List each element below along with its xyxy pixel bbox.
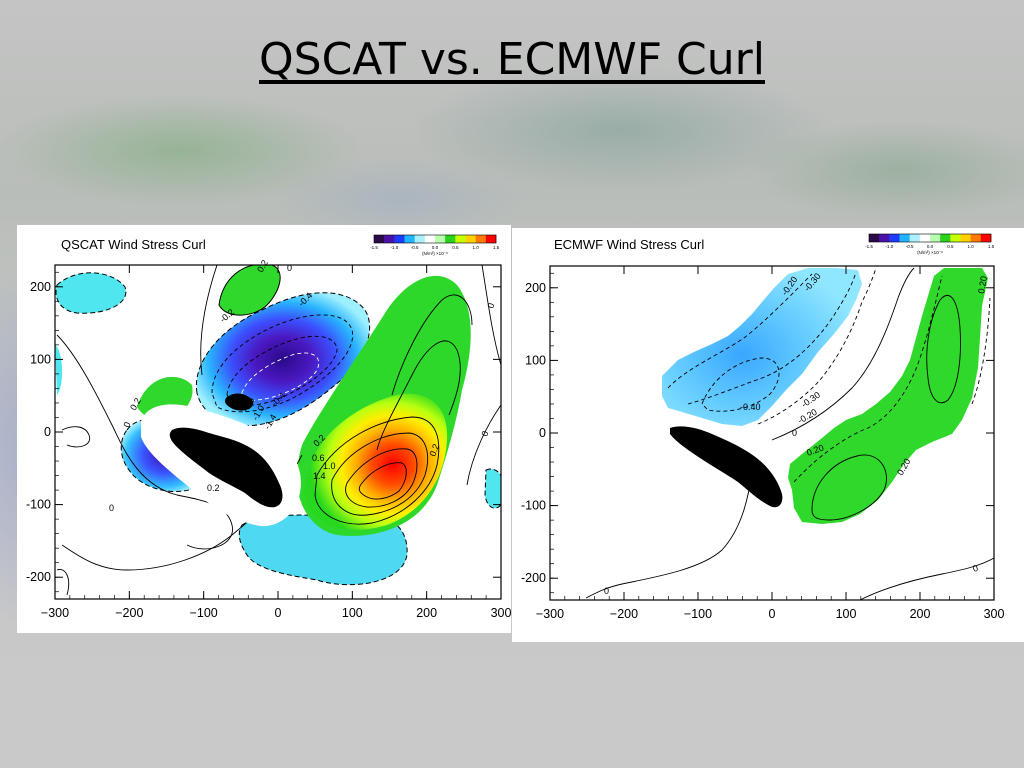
qscat-colorbar-swatch [404, 235, 415, 243]
qscat-colorbar: -1.5 -1.0 -0.5 0.0 0.5 1.0 1.5 (N/m³) ×10⁻⁶ [370, 234, 500, 256]
qscat-chart-title: QSCAT Wind Stress Curl [61, 237, 206, 252]
ecmwf-xtick-label: 200 [910, 607, 931, 621]
ecmwf-contour-label: -0.40 [740, 402, 761, 412]
qscat-colorbar-swatch [424, 235, 436, 243]
qscat-xtick-label: −200 [115, 606, 143, 620]
ecmwf-colorbar-tick: 1.0 [968, 244, 975, 249]
qscat-colorbar-tick: 0.0 [432, 245, 439, 250]
ecmwf-colorbar-tick: 0.0 [927, 244, 934, 249]
qscat-contour-label: 1.0 [323, 461, 336, 471]
ecmwf-contour-label: 0 [792, 428, 797, 438]
ecmwf-colorbar-swatch [889, 234, 900, 242]
qscat-chart-panel: −300 −200 −100 0 100 200 300 200 100 0 -100 -200 0.… [17, 225, 511, 633]
ecmwf-chart-panel: −300 −200 −100 0 100 200 300 200 100 0 -100 -200 -0… [512, 228, 1024, 642]
ecmwf-colorbar-swatch [970, 234, 982, 242]
ecmwf-ytick-label: 100 [525, 353, 546, 367]
ecmwf-colorbar-tick: -1.5 [865, 244, 873, 249]
ecmwf-contour-label: 0 [604, 586, 609, 596]
ecmwf-contour-label: 0.20 [976, 275, 989, 294]
ecmwf-chart-svg: −300 −200 −100 0 100 200 300 200 100 0 -100 -200 -0… [521, 233, 1005, 621]
ecmwf-xtick-label: 300 [984, 607, 1005, 621]
ecmwf-contour-label: -0.30 [799, 390, 822, 410]
qscat-contour-label: 0 [485, 302, 496, 310]
qscat-colorbar-swatch [475, 235, 487, 243]
qscat-colorbar-swatch [384, 235, 395, 243]
qscat-ytick-label: 200 [30, 280, 51, 294]
qscat-xtick-label: 100 [342, 606, 363, 620]
ecmwf-colorbar-frame [868, 233, 992, 243]
qscat-fields [55, 265, 501, 596]
qscat-ytick-label: 0 [44, 425, 51, 439]
ecmwf-ytick-label: -200 [521, 571, 546, 585]
qscat-ytick-label: -100 [26, 498, 51, 512]
qscat-chart-svg: −300 −200 −100 0 100 200 300 200 100 0 -100 -200 0.… [26, 234, 511, 620]
ecmwf-colorbar-swatch [919, 234, 931, 242]
qscat-colorbar-unit: (N/m³) ×10⁻⁶ [422, 251, 448, 256]
ecmwf-xtick-label: 100 [836, 607, 857, 621]
qscat-xtick-label: 200 [416, 606, 437, 620]
qscat-contour-label: 0.2 [207, 483, 220, 493]
qscat-ytick-label: 100 [30, 352, 51, 366]
ecmwf-axes: −300 −200 −100 0 100 200 300 200 100 0 -100 -200 [521, 266, 1005, 621]
ecmwf-colorbar-tick: -0.5 [906, 244, 914, 249]
qscat-colorbar-tick: -1.0 [390, 245, 398, 250]
ecmwf-xtick-label: 0 [769, 607, 776, 621]
ecmwf-ytick-label: 200 [525, 281, 546, 295]
qscat-contour-label: 0 [479, 430, 490, 438]
qscat-contour-label: 0.6 [312, 453, 325, 463]
qscat-contour-label: 0 [121, 421, 132, 429]
ecmwf-ytick-label: -100 [521, 499, 546, 513]
ecmwf-xtick-label: −200 [610, 607, 638, 621]
ecmwf-colorbar-swatch [980, 234, 992, 242]
qscat-colorbar-swatch [485, 235, 497, 243]
ecmwf-colorbar-tick: 0.5 [947, 244, 954, 249]
qscat-colorbar-tick: 1.0 [473, 245, 480, 250]
qscat-xtick-label: 300 [491, 606, 511, 620]
qscat-contour-label: 0 [109, 503, 114, 513]
ecmwf-colorbar-swatch [960, 234, 971, 242]
ecmwf-contour-label: 0 [971, 563, 979, 574]
qscat-contour-label: 1.4 [313, 471, 326, 481]
ecmwf-fields [585, 267, 994, 600]
qscat-colorbar-swatch [465, 235, 476, 243]
qscat-colorbar-frame [373, 234, 497, 244]
qscat-xtick-label: −300 [41, 606, 69, 620]
qscat-colorbar-tick: 1.5 [493, 245, 500, 250]
ecmwf-chart-title: ECMWF Wind Stress Curl [554, 237, 705, 252]
qscat-colorbar-swatch [394, 235, 405, 243]
qscat-contour-label: 0.2 [427, 443, 441, 458]
qscat-xtick-label: −100 [190, 606, 218, 620]
qscat-colorbar-swatch [445, 235, 456, 243]
qscat-contour-label: 0 [287, 263, 292, 273]
qscat-colorbar-tick: -0.5 [411, 245, 419, 250]
ecmwf-colorbar-tick: -1.0 [885, 244, 893, 249]
slide-title: QSCAT vs. ECMWF Curl [259, 34, 765, 85]
qscat-colorbar-tick: -1.5 [370, 245, 378, 250]
qscat-colorbar-swatch [455, 235, 466, 243]
ecmwf-xtick-label: −100 [684, 607, 712, 621]
qscat-colorbar-swatch [374, 235, 385, 243]
qscat-xtick-label: 0 [275, 606, 282, 620]
ecmwf-colorbar: -1.5 -1.0 -0.5 0.0 0.5 1.0 1.5 (N/m³) ×10⁻⁶ [865, 233, 995, 255]
qscat-colorbar-swatch [435, 235, 446, 243]
ecmwf-colorbar-swatch [899, 234, 910, 242]
ecmwf-colorbar-swatch [950, 234, 961, 242]
ecmwf-xtick-label: −300 [536, 607, 564, 621]
ecmwf-colorbar-swatch [879, 234, 890, 242]
ecmwf-colorbar-swatch [930, 234, 941, 242]
ecmwf-colorbar-unit: (N/m³) ×10⁻⁶ [917, 250, 943, 255]
ecmwf-colorbar-swatch [940, 234, 951, 242]
ecmwf-colorbar-swatch [909, 234, 921, 242]
ecmwf-colorbar-swatch [869, 234, 880, 242]
qscat-ytick-label: -200 [26, 570, 51, 584]
qscat-axes: −300 −200 −100 0 100 200 300 200 100 0 -100 -200 [26, 265, 511, 620]
qscat-colorbar-tick: 0.5 [452, 245, 459, 250]
qscat-colorbar-swatch [414, 235, 426, 243]
ecmwf-ytick-label: 0 [539, 426, 546, 440]
ecmwf-colorbar-tick: 1.5 [988, 244, 995, 249]
